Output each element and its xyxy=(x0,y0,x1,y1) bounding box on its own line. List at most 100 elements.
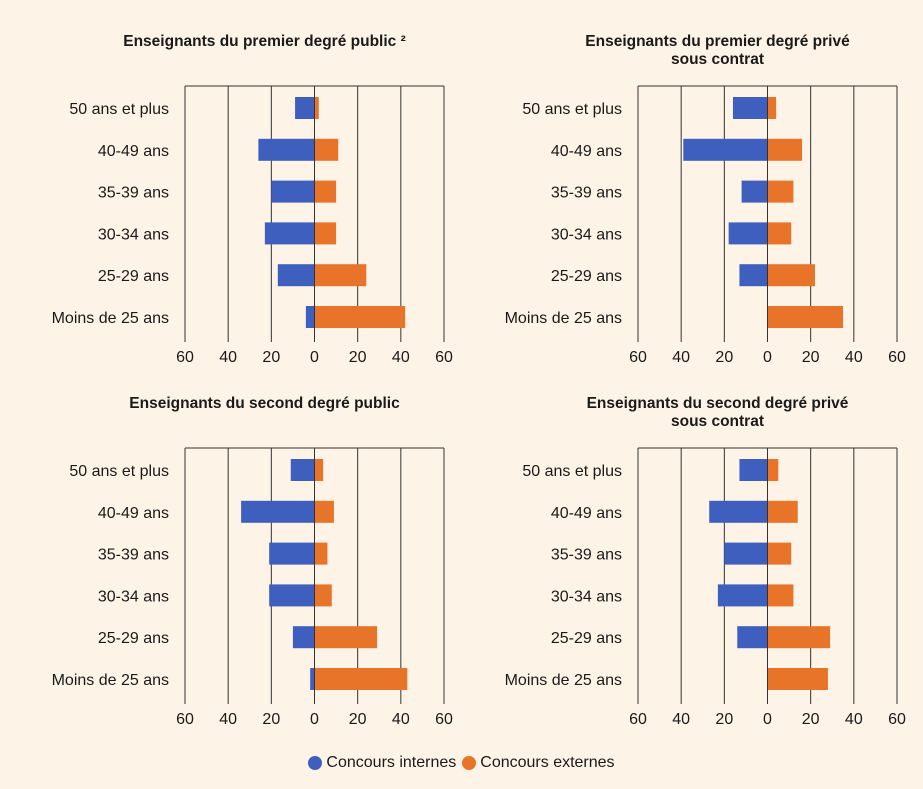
legend-label-internes: Concours internes xyxy=(326,754,457,771)
tick-label: 40 xyxy=(219,711,237,728)
category-label: 35-39 ans xyxy=(551,185,622,202)
tick-label: 60 xyxy=(629,711,647,728)
tick-label: 60 xyxy=(435,349,453,366)
legend-swatch-internes xyxy=(308,756,323,770)
category-label: Moins de 25 ans xyxy=(505,672,622,689)
panel-title: Enseignants du premier degré privé xyxy=(585,33,850,50)
tick-label: 20 xyxy=(715,349,733,366)
tick-label: 60 xyxy=(435,711,453,728)
tick-label: 60 xyxy=(888,711,906,728)
tick-label: 20 xyxy=(349,349,367,366)
panel-title: sous contrat xyxy=(671,413,764,430)
tick-label: 20 xyxy=(715,711,733,728)
category-label: 25-29 ans xyxy=(551,268,622,285)
bar-internes xyxy=(277,264,315,287)
tick-label: 0 xyxy=(763,711,772,728)
panel-title: Enseignants du second degré privé xyxy=(587,395,849,412)
bar-externes xyxy=(767,500,798,523)
bar-externes xyxy=(314,542,328,565)
bar-externes xyxy=(314,584,332,607)
category-label: 40-49 ans xyxy=(551,143,622,160)
tick-label: 40 xyxy=(845,711,863,728)
category-label: Moins de 25 ans xyxy=(505,310,622,327)
bar-externes xyxy=(767,459,779,481)
bar-externes xyxy=(767,180,794,203)
bar-internes xyxy=(724,542,768,565)
legend-label-externes: Concours externes xyxy=(480,754,615,771)
bar-internes xyxy=(295,97,315,119)
bar-internes xyxy=(739,264,768,287)
tick-label: 40 xyxy=(672,349,690,366)
bar-externes xyxy=(767,97,777,119)
category-label: 40-49 ans xyxy=(98,505,169,522)
category-label: 30-34 ans xyxy=(551,226,622,243)
tick-label: 0 xyxy=(310,711,319,728)
tick-label: 40 xyxy=(672,711,690,728)
bar-internes xyxy=(739,459,768,481)
bar-internes xyxy=(241,500,315,523)
tick-label: 60 xyxy=(888,349,906,366)
category-label: Moins de 25 ans xyxy=(52,310,169,327)
bar-externes xyxy=(767,542,792,565)
category-label: 25-29 ans xyxy=(551,630,622,647)
bar-internes xyxy=(683,138,768,161)
category-label: 35-39 ans xyxy=(98,547,169,564)
panel-title: sous contrat xyxy=(671,51,764,68)
category-label: 40-49 ans xyxy=(551,505,622,522)
bar-internes xyxy=(732,97,768,119)
bar-externes xyxy=(767,626,831,649)
bar-internes xyxy=(305,306,315,328)
category-label: 50 ans et plus xyxy=(69,463,169,480)
tick-label: 20 xyxy=(349,711,367,728)
bar-internes xyxy=(258,138,315,161)
bar-internes xyxy=(717,584,768,607)
tick-label: 20 xyxy=(262,711,280,728)
bar-externes xyxy=(314,459,324,481)
tick-label: 20 xyxy=(262,349,280,366)
bar-externes xyxy=(314,97,319,119)
bar-internes xyxy=(737,626,768,649)
bar-externes xyxy=(767,138,803,161)
bar-internes xyxy=(728,222,768,245)
panel-title: Enseignants du second degré public xyxy=(129,395,400,412)
category-label: 50 ans et plus xyxy=(522,101,622,118)
legend-item-externes: Concours externes xyxy=(462,754,615,772)
tick-label: 40 xyxy=(392,711,410,728)
tick-label: 60 xyxy=(176,349,194,366)
tick-label: 20 xyxy=(802,711,820,728)
category-label: Moins de 25 ans xyxy=(52,672,169,689)
bar-externes xyxy=(314,306,406,328)
bar-externes xyxy=(314,264,367,287)
legend-swatch-externes xyxy=(462,756,477,770)
bar-externes xyxy=(767,668,828,690)
bar-internes xyxy=(269,584,315,607)
category-label: 25-29 ans xyxy=(98,630,169,647)
bar-externes xyxy=(314,668,408,690)
legend-item-internes: Concours internes xyxy=(308,754,456,772)
bar-externes xyxy=(767,584,794,607)
bar-externes xyxy=(314,180,337,203)
tick-label: 40 xyxy=(392,349,410,366)
category-label: 30-34 ans xyxy=(98,588,169,605)
bar-externes xyxy=(767,222,792,245)
bar-externes xyxy=(314,626,378,649)
bar-externes xyxy=(314,138,339,161)
bar-internes xyxy=(709,500,768,523)
tick-label: 0 xyxy=(763,349,772,366)
category-label: 40-49 ans xyxy=(98,143,169,160)
category-label: 35-39 ans xyxy=(98,185,169,202)
bar-internes xyxy=(310,668,315,690)
category-label: 30-34 ans xyxy=(98,226,169,243)
bar-externes xyxy=(767,264,815,287)
bar-internes xyxy=(290,459,315,481)
bar-externes xyxy=(314,500,334,523)
category-label: 50 ans et plus xyxy=(69,101,169,118)
bar-externes xyxy=(767,306,844,328)
tick-label: 20 xyxy=(802,349,820,366)
tick-label: 60 xyxy=(629,349,647,366)
tick-label: 40 xyxy=(219,349,237,366)
legend: Concours internes Concours externes xyxy=(0,754,923,772)
bar-internes xyxy=(741,180,768,203)
